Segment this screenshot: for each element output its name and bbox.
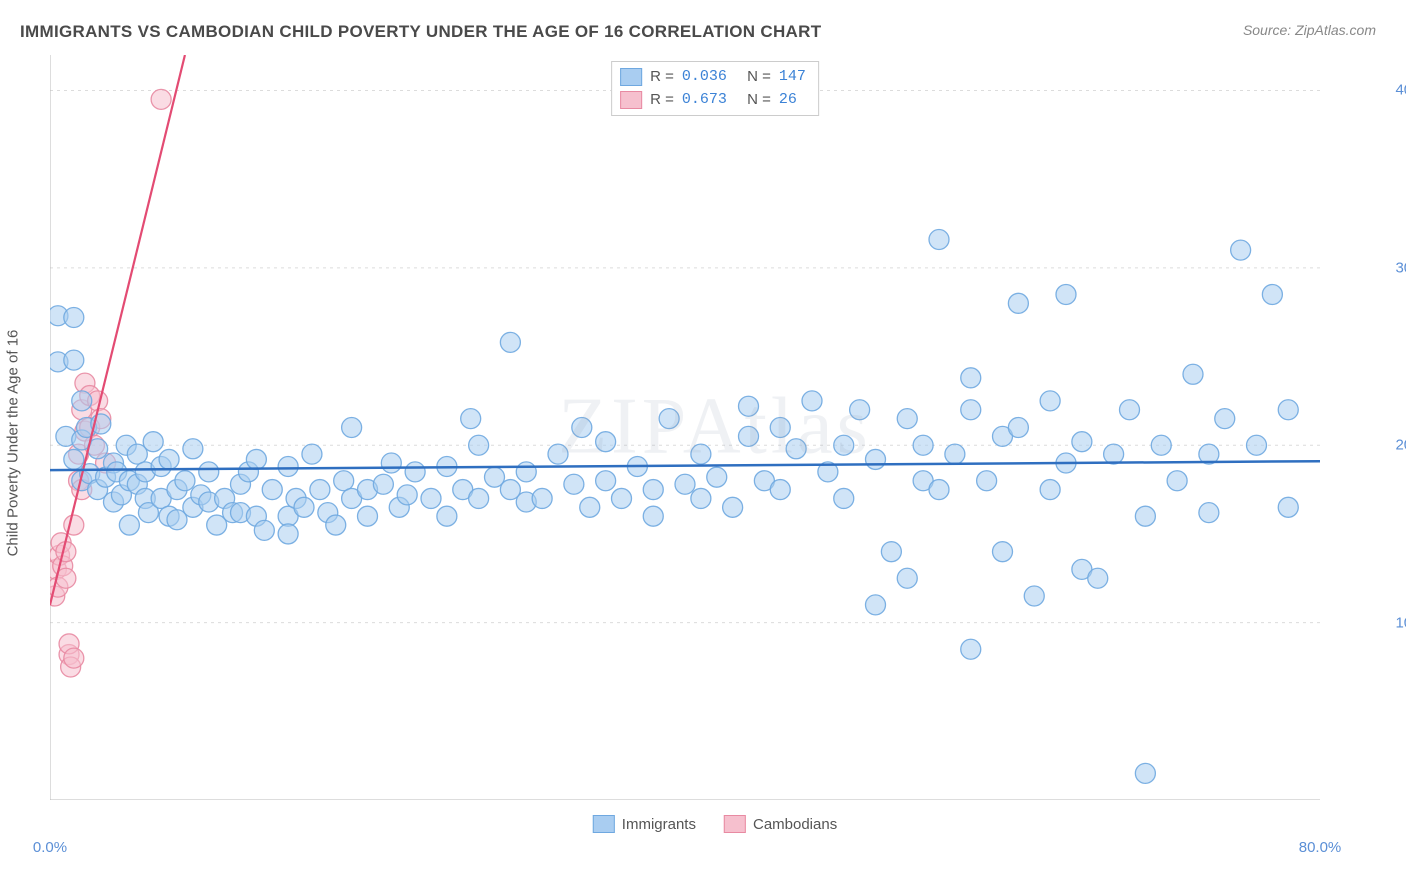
chart-title: IMMIGRANTS VS CAMBODIAN CHILD POVERTY UN… xyxy=(20,22,821,42)
chart-container: Child Poverty Under the Age of 16 ZIPAtl… xyxy=(50,55,1380,830)
x-tick-label: 80.0% xyxy=(1299,839,1342,856)
r-label: R = xyxy=(650,89,674,112)
n-value-cambodians: 26 xyxy=(779,89,797,112)
legend-swatch-immigrants xyxy=(593,815,615,833)
stats-row-immigrants: R = 0.036 N = 147 xyxy=(620,66,806,89)
n-label: N = xyxy=(747,66,771,89)
n-label: N = xyxy=(747,89,771,112)
stats-legend-box: R = 0.036 N = 147 R = 0.673 N = 26 xyxy=(611,61,819,116)
legend-item-cambodians: Cambodians xyxy=(724,815,837,833)
source-attribution: Source: ZipAtlas.com xyxy=(1243,22,1376,40)
swatch-cambodians xyxy=(620,91,642,109)
legend-item-immigrants: Immigrants xyxy=(593,815,696,833)
y-tick-label: 30.0% xyxy=(1395,259,1406,276)
legend-label-immigrants: Immigrants xyxy=(622,816,696,833)
r-value-immigrants: 0.036 xyxy=(682,66,727,89)
r-value-cambodians: 0.673 xyxy=(682,89,727,112)
source-name: ZipAtlas.com xyxy=(1295,22,1376,38)
stats-row-cambodians: R = 0.673 N = 26 xyxy=(620,89,806,112)
y-axis-label: Child Poverty Under the Age of 16 xyxy=(5,293,22,593)
x-tick-label: 0.0% xyxy=(33,839,67,856)
y-tick-label: 10.0% xyxy=(1395,614,1406,631)
y-tick-label: 20.0% xyxy=(1395,437,1406,454)
source-prefix: Source: xyxy=(1243,22,1295,38)
scatter-chart xyxy=(50,55,1320,800)
r-label: R = xyxy=(650,66,674,89)
swatch-immigrants xyxy=(620,68,642,86)
legend-label-cambodians: Cambodians xyxy=(753,816,837,833)
n-value-immigrants: 147 xyxy=(779,66,806,89)
legend-swatch-cambodians xyxy=(724,815,746,833)
bottom-legend: Immigrants Cambodians xyxy=(593,815,837,833)
y-tick-label: 40.0% xyxy=(1395,82,1406,99)
